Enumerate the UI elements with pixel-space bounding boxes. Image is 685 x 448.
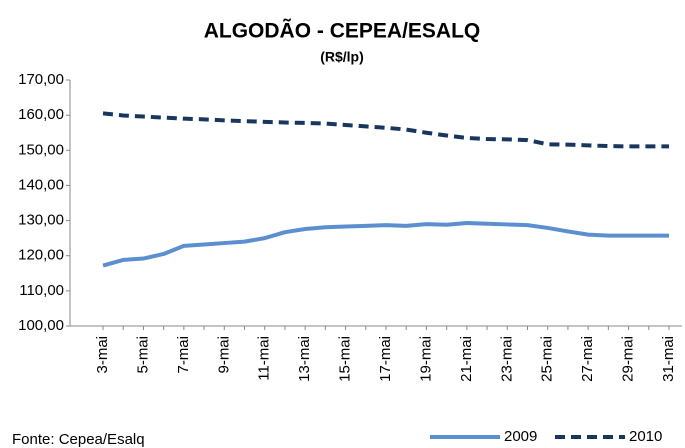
x-tick-label: 27-mai bbox=[579, 336, 596, 382]
x-tick-label: 31-mai bbox=[660, 336, 677, 382]
y-tick-label: 170,00 bbox=[18, 71, 64, 88]
y-tick-label: 130,00 bbox=[18, 212, 64, 229]
series-line bbox=[102, 111, 669, 149]
x-tick-label: 19-mai bbox=[417, 336, 434, 382]
chart-subtitle: (R$/lp) bbox=[320, 49, 364, 65]
x-tick-label: 21-mai bbox=[458, 336, 475, 382]
y-tick-label: 150,00 bbox=[18, 141, 64, 158]
chart-title: ALGODÃO - CEPEA/ESALQ bbox=[204, 20, 481, 43]
y-tick-label: 140,00 bbox=[18, 176, 64, 193]
y-tick-label: 120,00 bbox=[18, 247, 64, 264]
x-tick-label: 29-mai bbox=[620, 336, 637, 382]
y-tick-label: 100,00 bbox=[18, 317, 64, 334]
series-line bbox=[102, 221, 669, 268]
x-tick-label: 11-mai bbox=[256, 336, 273, 381]
x-tick-label: 25-mai bbox=[539, 336, 556, 382]
x-tick-label: 23-mai bbox=[498, 336, 515, 382]
x-tick-label: 17-mai bbox=[377, 336, 394, 382]
legend-label: 2010 bbox=[629, 428, 662, 445]
x-tick-label: 3-mai bbox=[94, 336, 111, 374]
x-tick-label: 9-mai bbox=[215, 336, 232, 374]
x-tick-label: 7-mai bbox=[175, 336, 192, 374]
x-tick-label: 15-mai bbox=[337, 336, 354, 382]
y-tick-label: 110,00 bbox=[19, 282, 64, 299]
source-note: Fonte: Cepea/Esalq bbox=[12, 431, 145, 448]
x-tick-label: 13-mai bbox=[296, 336, 313, 382]
y-tick-label: 160,00 bbox=[18, 106, 64, 123]
legend-label: 2009 bbox=[504, 428, 537, 445]
x-tick-label: 5-mai bbox=[134, 336, 151, 374]
